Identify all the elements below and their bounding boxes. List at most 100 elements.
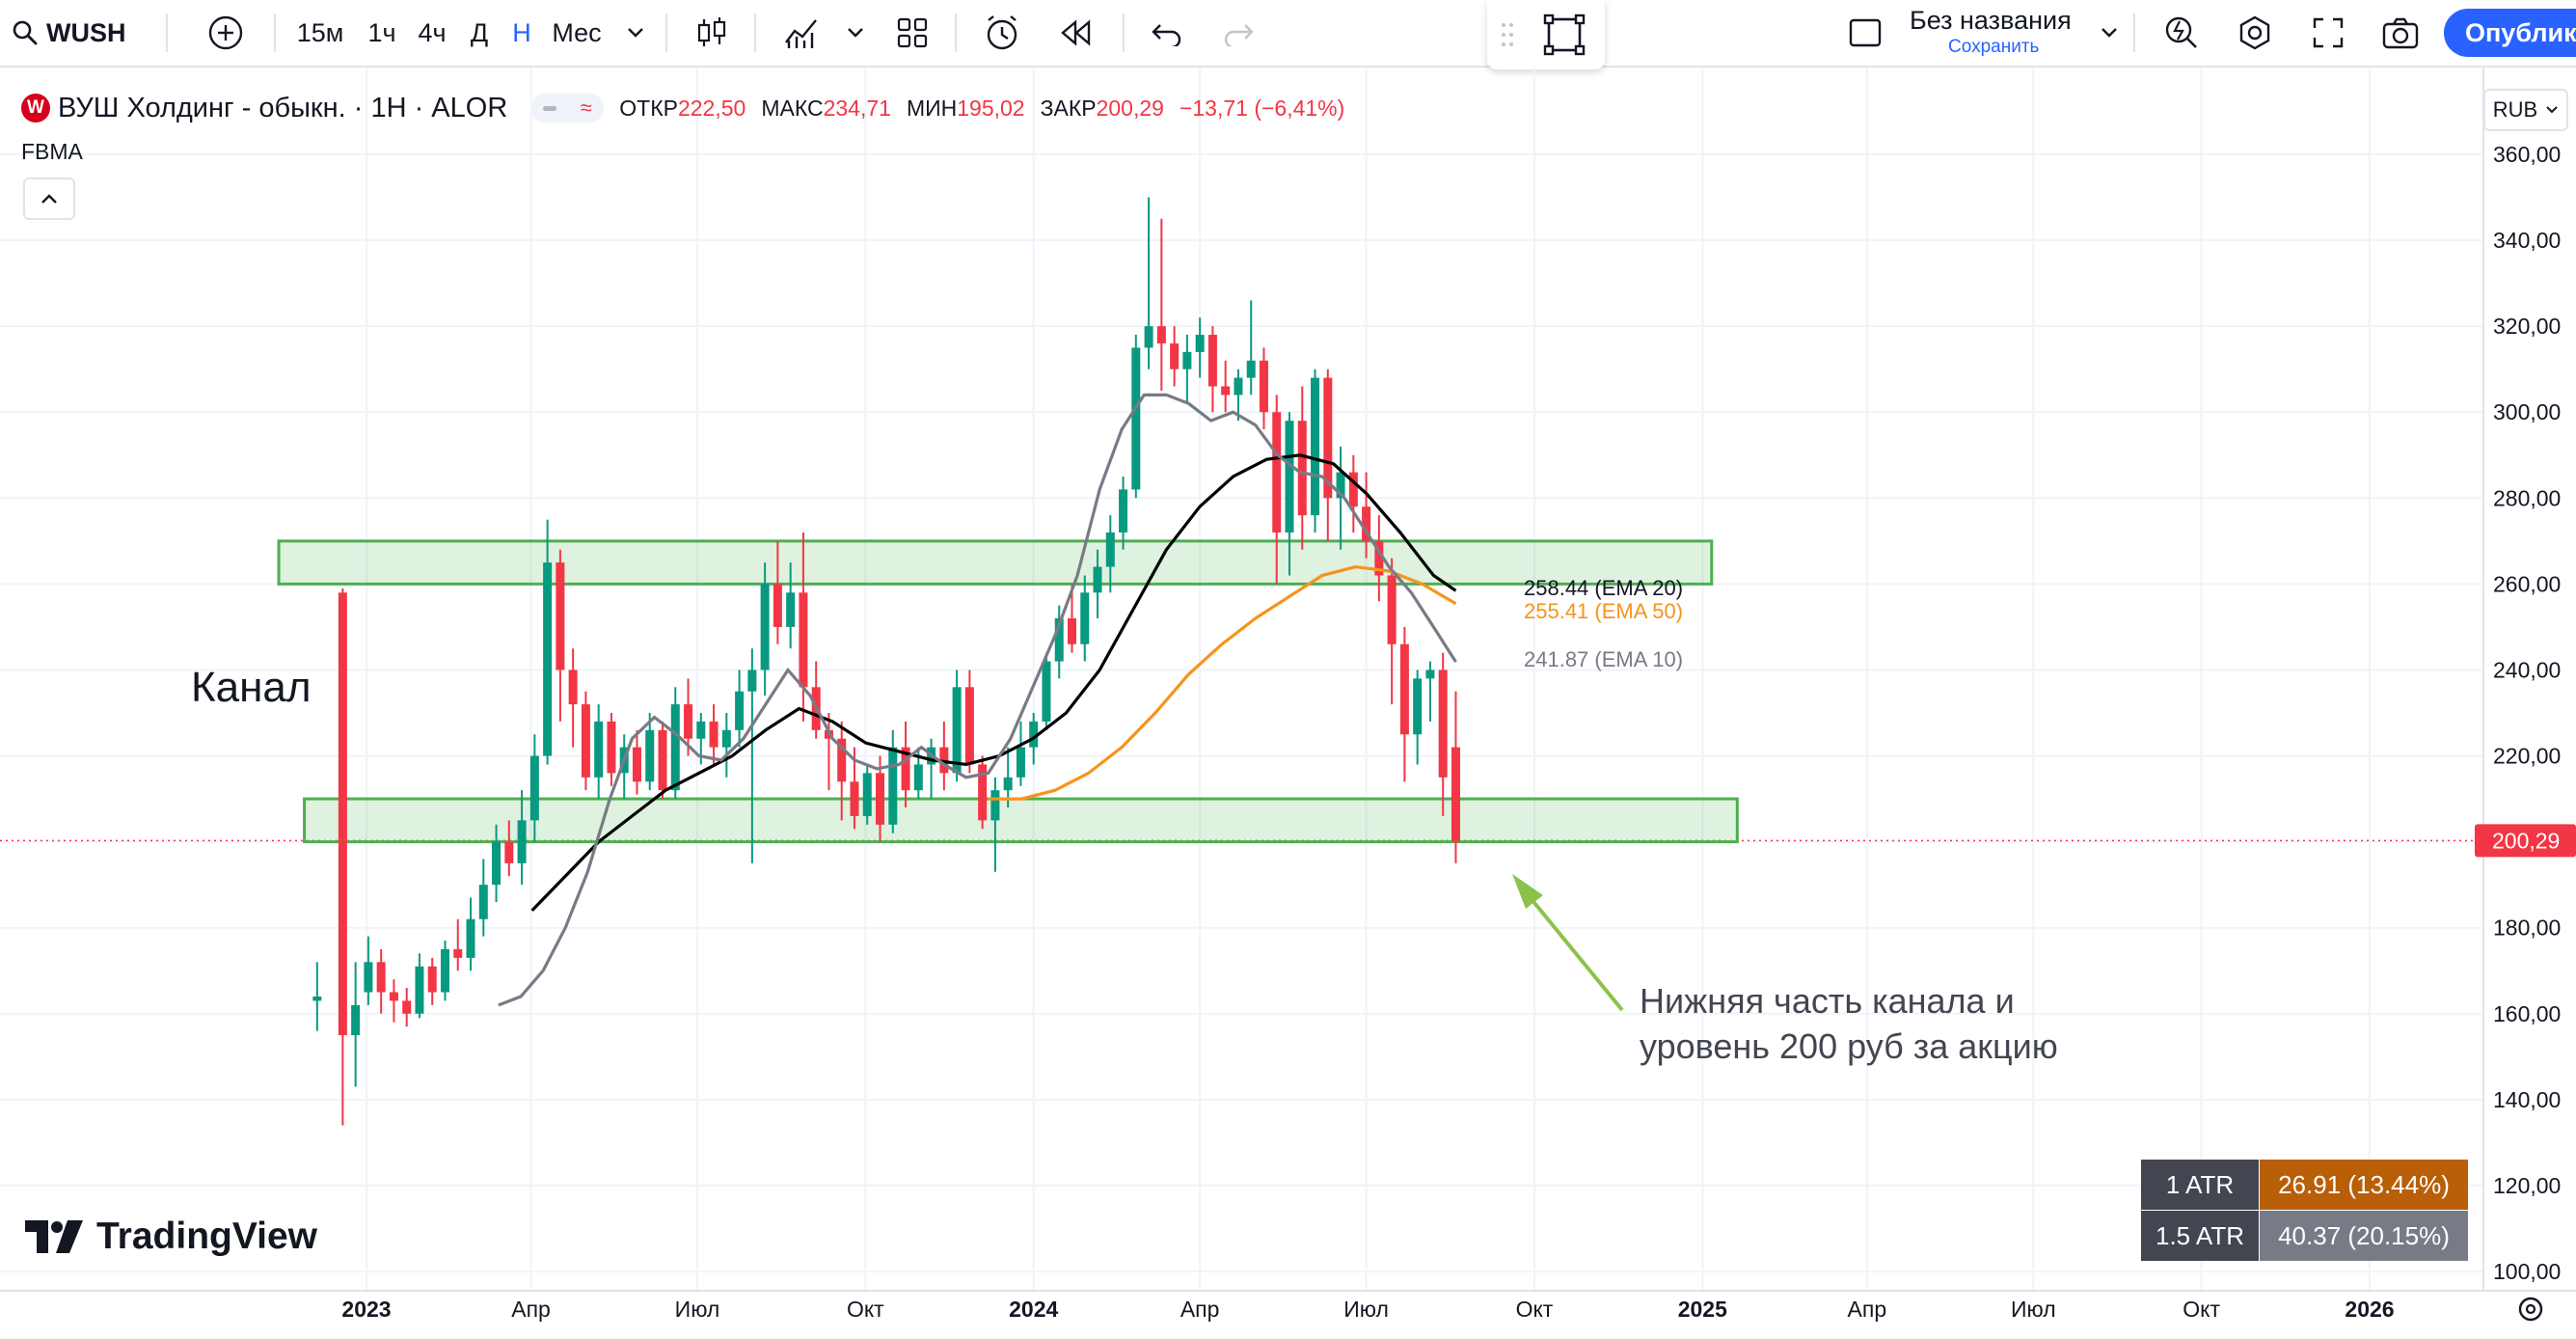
candle — [888, 729, 898, 833]
tradingview-logo[interactable]: TradingView — [25, 1216, 317, 1258]
minus-icon — [542, 105, 556, 111]
series-title[interactable]: ВУШ Холдинг - обыкн. · 1Н · ALOR — [58, 92, 508, 123]
candle-body — [645, 729, 655, 782]
undo-button[interactable] — [1146, 0, 1188, 66]
candle — [543, 519, 553, 765]
snapshot-button[interactable] — [2378, 0, 2423, 66]
candle-body — [850, 781, 859, 816]
price-tick-label: 140,00 — [2493, 1087, 2561, 1112]
settings-button[interactable] — [2234, 0, 2276, 66]
redo-icon — [1224, 24, 1254, 46]
candle — [1438, 652, 1448, 816]
candle — [351, 962, 361, 1087]
compare-button[interactable] — [204, 0, 247, 66]
layout-save-link[interactable]: Сохранить — [1948, 37, 2040, 57]
candle — [939, 721, 949, 791]
time-axis-settings-icon[interactable] — [2518, 1297, 2543, 1322]
redo-button[interactable] — [1217, 0, 1260, 66]
timeframe-month[interactable]: Мес — [552, 17, 602, 47]
indicators-button[interactable] — [781, 0, 824, 66]
low-value: МИН195,02 — [906, 95, 1025, 121]
candle-body — [338, 592, 347, 1036]
candle-body — [1003, 777, 1013, 791]
candle — [517, 790, 527, 886]
ema-line — [988, 564, 1457, 801]
fullscreen-button[interactable] — [2307, 0, 2349, 66]
timeframe-15m[interactable]: 15м — [296, 17, 344, 47]
ema-value-label: 255.41 (EMA 50) — [1524, 599, 1683, 623]
rectangle-tool-button[interactable] — [1535, 0, 1593, 69]
replay-button[interactable] — [1055, 0, 1098, 66]
price-chart[interactable]: 258.44 (EMA 20)255.41 (EMA 50) 241.87 (EM… — [0, 68, 2576, 1339]
collapse-legend-button[interactable] — [23, 178, 75, 220]
candle-body — [478, 885, 488, 919]
lightning-icon — [2165, 16, 2197, 48]
publish-button[interactable]: Опублик — [2444, 9, 2576, 57]
timeframe-day[interactable]: Д — [470, 17, 489, 47]
candle-body — [990, 790, 1000, 821]
candle-body — [696, 721, 706, 739]
chevron-down-icon — [2101, 28, 2117, 38]
axes: 100,00120,00140,00160,00180,00200,00220,… — [0, 68, 2576, 1339]
templates-button[interactable] — [891, 0, 934, 66]
candle — [760, 562, 770, 697]
candle — [1272, 395, 1282, 585]
channel-zones[interactable] — [277, 539, 1739, 844]
brand-name: TradingView — [96, 1216, 318, 1257]
candle — [747, 648, 757, 863]
candle — [492, 824, 502, 902]
time-tick-label: Апр — [1848, 1297, 1887, 1322]
symbol-search-button[interactable]: WUSH — [12, 0, 126, 66]
candle-body — [1029, 721, 1039, 748]
candle-body — [760, 584, 770, 670]
close-value: ЗАКР200,29 — [1040, 95, 1164, 121]
ema-line — [498, 393, 1457, 1007]
candle — [1311, 369, 1320, 533]
candle-body — [735, 691, 745, 730]
candle — [1207, 326, 1217, 413]
candle-body — [492, 841, 502, 886]
layout-dropdown[interactable] — [2095, 0, 2124, 66]
ema-value-label: 241.87 (EMA 10) — [1524, 647, 1683, 671]
candle-body — [389, 992, 398, 1001]
candle-body — [453, 948, 463, 958]
currency-button[interactable]: RUB — [2483, 89, 2568, 131]
layout-name[interactable]: Без названия — [1910, 6, 2072, 35]
price-tick-label: 240,00 — [2493, 657, 2561, 682]
annotation-arrow[interactable] — [1512, 874, 1624, 1012]
candle-body — [529, 755, 539, 821]
separator — [1123, 14, 1125, 52]
channel-zone[interactable] — [277, 539, 1714, 586]
legend-status[interactable]: ≈ — [530, 94, 605, 123]
candle-body — [364, 962, 373, 993]
channel-zone[interactable] — [303, 797, 1739, 844]
candle — [1119, 477, 1128, 550]
candle — [964, 670, 974, 774]
layout-checkbox[interactable] — [1844, 0, 1886, 66]
drag-handle[interactable] — [1493, 0, 1522, 69]
indicator-label[interactable]: FBMA — [21, 139, 83, 164]
alert-button[interactable] — [980, 0, 1024, 66]
quick-search-button[interactable] — [2160, 0, 2203, 66]
candle-body — [773, 584, 782, 627]
price-axis-bg — [2483, 68, 2576, 1339]
candle — [773, 540, 782, 644]
timeframe-1h[interactable]: 1ч — [367, 17, 396, 47]
candle-body — [1413, 678, 1423, 735]
price-tick-label: 280,00 — [2493, 485, 2561, 510]
atr-value: 26.91 (13.44%) — [2259, 1159, 2469, 1211]
chart-type-button[interactable] — [691, 0, 733, 66]
indicators-dropdown[interactable] — [843, 0, 868, 66]
timeframe-week[interactable]: Н — [512, 17, 531, 47]
time-tick-label: 2023 — [341, 1297, 391, 1322]
candle — [594, 704, 604, 800]
price-tick-label: 360,00 — [2493, 142, 2561, 167]
checkbox-icon — [1849, 18, 1882, 47]
candle — [670, 687, 680, 800]
timeframe-4h[interactable]: 4ч — [418, 17, 447, 47]
timeframe-dropdown[interactable] — [621, 0, 650, 66]
camera-icon — [2382, 17, 2419, 49]
time-tick-label: Окт — [1516, 1297, 1554, 1322]
candle-body — [658, 729, 667, 791]
change-value: −13,71 (−6,41%) — [1179, 95, 1345, 121]
